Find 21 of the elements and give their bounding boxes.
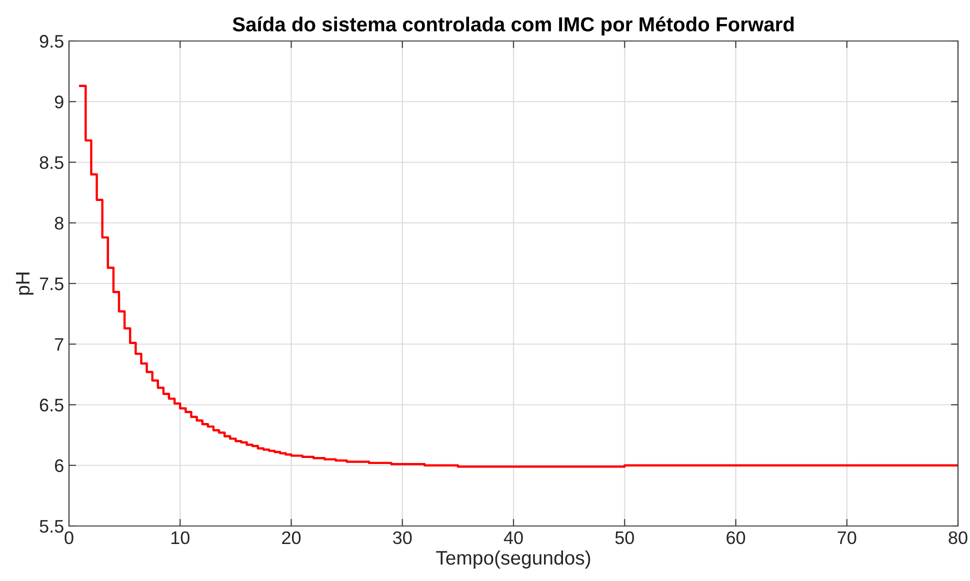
x-tick-label: 70	[838, 531, 856, 544]
y-axis-title: pH	[16, 272, 34, 295]
y-tick-label: 9.5	[40, 34, 64, 48]
y-tick-label: 6.5	[40, 398, 64, 412]
x-tick-label: 10	[171, 531, 190, 544]
chart-title: Saída do sistema controlada com IMC por Método Forward	[232, 16, 794, 36]
y-tick-label: 6	[55, 459, 64, 472]
x-tick-label: 40	[504, 531, 523, 544]
y-tick-label: 8.5	[40, 156, 64, 169]
y-tick-label: 7.5	[40, 278, 64, 290]
x-axis-title: Tempo(segundos)	[436, 550, 590, 569]
y-tick-label: 9	[54, 96, 64, 108]
y-tick-label: 5.5	[40, 520, 64, 533]
x-tick-label: 50	[615, 531, 634, 544]
x-tick-label: 30	[393, 531, 412, 544]
x-tick-label: 20	[282, 531, 301, 544]
x-tick-label: 80	[948, 531, 968, 544]
y-tick-label: 7	[55, 338, 64, 351]
x-tick-label: 60	[726, 531, 746, 544]
x-tick-label: 0	[64, 531, 74, 544]
y-tick-label: 8	[54, 216, 64, 230]
